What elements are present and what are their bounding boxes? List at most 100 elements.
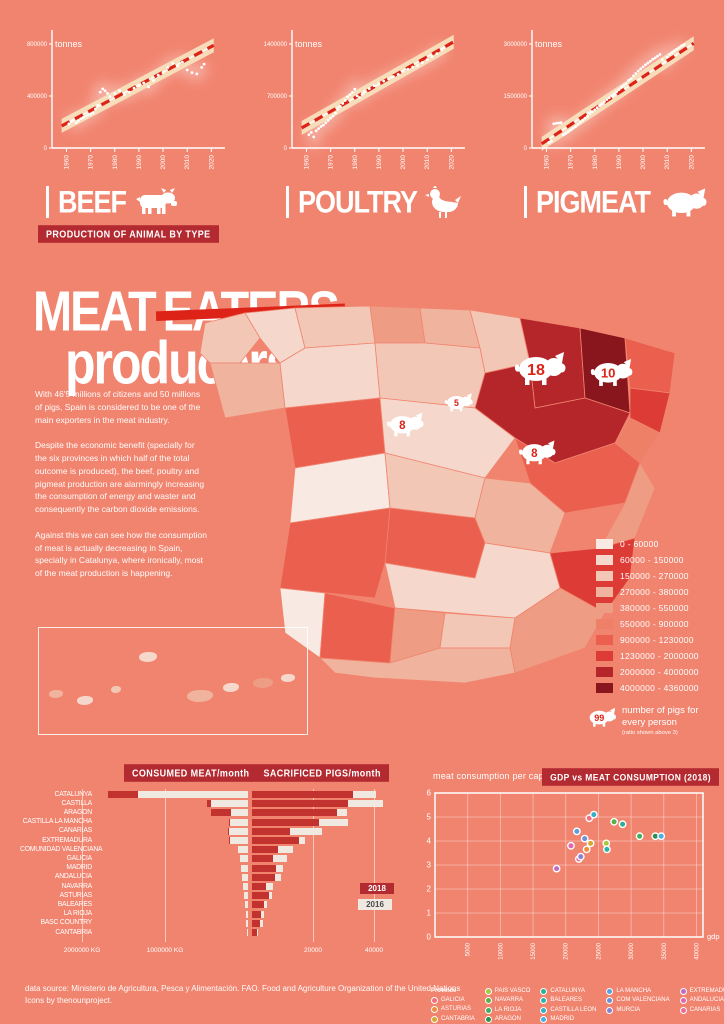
y-tick-label: 3 [427, 861, 432, 870]
data-point [69, 120, 73, 124]
production-plot-beef: 800000 tonnes 400000 0 1960 1970 1980 1990 2000 2… [27, 30, 225, 169]
footer: data source: Ministerio de Agricultura, … [25, 983, 585, 1006]
data-point [569, 128, 573, 132]
y-tick-label: 0 [44, 146, 48, 152]
consumed-bar-2016 [238, 846, 248, 854]
data-source-text: data source: Ministerio de Agricultura, … [25, 984, 461, 993]
legend-province-label: MURCIA [616, 1006, 641, 1013]
data-point [624, 82, 628, 86]
map-legend-row: 2000000 - 4000000 [596, 664, 699, 680]
legend-swatch [596, 571, 613, 581]
pig-marker-value: 5 [454, 398, 459, 408]
scatter-point-navarra [610, 817, 619, 826]
legend-range-label: 380000 - 550000 [620, 603, 689, 613]
data-point [132, 86, 136, 90]
scatter-legend-item: CANARIAS [679, 1006, 724, 1015]
consumed-bar-2016 [229, 837, 248, 844]
scatter-legend-column: Province GALICIA ASTURIAS CANTABRIA [431, 987, 475, 1024]
data-point [382, 79, 386, 83]
axis-gridline [374, 789, 375, 943]
data-point [549, 139, 553, 143]
data-point [137, 84, 141, 87]
data-point [77, 119, 80, 123]
data-point [440, 48, 444, 52]
legend-swatch [596, 555, 613, 565]
scatter-legend-item: PAIS VASCO [484, 987, 530, 996]
legend-dot [484, 988, 492, 996]
data-point [312, 135, 316, 139]
region-label: CANARIAS [58, 827, 92, 835]
left-axis-label: 1000000 KG [146, 947, 184, 955]
consumed-bar-2018 [211, 809, 248, 817]
x-tick-label: 1960 [303, 155, 310, 170]
canary-island [187, 690, 213, 702]
legend-dot [679, 1006, 687, 1014]
sacrificed-bar-2018 [252, 883, 266, 890]
pig-marker: 18 [514, 352, 566, 385]
data-point [202, 62, 206, 66]
data-point [598, 104, 601, 108]
y-tick-label: 0 [524, 146, 528, 152]
legend-dot [540, 1016, 548, 1024]
beef-label: BEEF [58, 184, 127, 219]
left-axis-label: 2000000 KG [63, 947, 101, 955]
y-tick-label: 400000 [27, 94, 48, 100]
data-point [547, 141, 551, 144]
data-point [677, 46, 681, 49]
scatter-point-cantabria [586, 839, 595, 848]
production-chart-pigmeat: 3000000 tonnes 1500000 0 1960 1970 1980 1990 200… [498, 22, 713, 192]
data-point [615, 90, 618, 94]
data-point [341, 102, 345, 105]
scatter-legend-item: MURCIA [606, 1006, 669, 1015]
pig-icon [663, 188, 707, 217]
unit-label: tonnes [295, 39, 323, 49]
legend-dot [431, 1015, 438, 1023]
pig-marker: 8 [387, 412, 424, 437]
legend-range-label: 900000 - 1230000 [620, 635, 694, 645]
scatter-point-castilla-leon [589, 810, 598, 819]
pig-marker: 8 [519, 440, 556, 465]
data-point [586, 114, 589, 118]
pigmeat-label: PIGMEAT [536, 184, 651, 219]
data-point [646, 61, 650, 65]
x-tick-label: 1990 [376, 155, 383, 170]
x-tick-label: 1970 [568, 155, 575, 170]
consumed-bar-2016 [229, 827, 248, 835]
consumed-bar-2016 [230, 818, 248, 826]
y-tick-label: 3000000 [504, 42, 528, 48]
data-point [171, 62, 175, 65]
scatter-legend-item: COM VALENCIANA [606, 996, 670, 1005]
data-point [106, 92, 109, 95]
data-point [396, 73, 400, 76]
plot-frame [434, 792, 704, 938]
section-badge-label: PRODUCTION OF ANIMAL BY TYPE [38, 225, 219, 243]
y-tick-label: 1 [427, 909, 432, 918]
scatter-legend: Province GALICIA ASTURIAS CANTABRIA PAIS VAS… [431, 987, 724, 1024]
legend-swatch [596, 603, 613, 613]
scatter-legend-item: ARAGON [484, 1015, 530, 1024]
legend-province-label: CANTABRIA [441, 1015, 475, 1022]
province-jaen [439, 612, 516, 649]
legend-range-label: 2000000 - 4000000 [620, 667, 699, 677]
data-point [605, 98, 609, 101]
icons-credit-text: Icons by thenounproject. [25, 995, 113, 1005]
region-label: ANDALUCIA [54, 873, 92, 881]
data-point [564, 132, 568, 135]
map-legend-row: 550000 - 900000 [596, 616, 699, 632]
scatter-legend-item: CASTILLA LEON [540, 1006, 596, 1015]
scatter-legend-column: CATALUNYA BALEARES CASTILLA LEON MADRID [540, 987, 596, 1024]
consumed-bar-2016 [240, 855, 248, 863]
data-point [101, 87, 105, 91]
data-point [343, 99, 347, 102]
data-point [355, 94, 359, 98]
data-point [200, 66, 204, 69]
canary-islands-inset [38, 627, 308, 735]
map-legend-row: 900000 - 1230000 [596, 632, 699, 648]
scatter-legend-column: PAIS VASCO NAVARRA LA RIOJA ARAGON [484, 987, 530, 1024]
data-point [142, 81, 146, 85]
map-legend-row: 150000 - 270000 [596, 568, 699, 584]
data-point [636, 69, 640, 73]
data-point [629, 77, 633, 81]
sacrificed-bar-2018 [252, 919, 260, 927]
legend-dot [606, 988, 614, 996]
